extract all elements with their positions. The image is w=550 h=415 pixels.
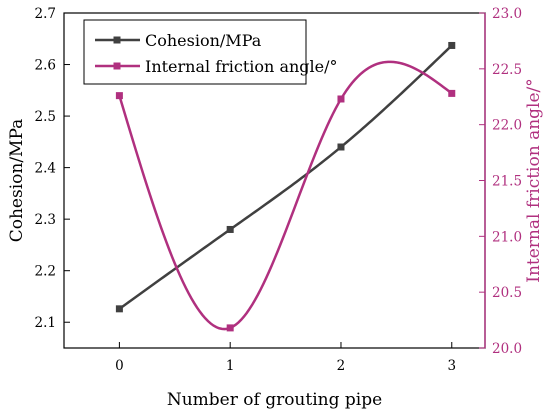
left-y-tick-label: 2.6 — [35, 58, 56, 74]
series-line-1 — [118, 60, 453, 331]
left-y-axis: 2.1 2.2 2.3 2.4 2.5 2.6 2.7 — [35, 6, 70, 331]
series-line-0 — [118, 44, 453, 310]
x-axis: 0 1 2 3 — [115, 342, 456, 374]
left-y-tick-label: 2.7 — [35, 6, 56, 22]
data-point — [337, 143, 345, 151]
right-y-tick-label: 22.0 — [492, 118, 522, 134]
right-y-tick-label: 23.0 — [492, 6, 522, 22]
x-tick-label: 0 — [115, 358, 124, 374]
series-layer — [115, 41, 456, 332]
x-tick-label: 2 — [337, 358, 346, 374]
right-y-tick-label: 22.5 — [492, 62, 522, 78]
data-point — [337, 95, 345, 103]
x-axis-title: Number of grouting pipe — [167, 390, 382, 410]
right-y-tick-label: 21.0 — [492, 229, 522, 245]
data-point — [115, 305, 123, 313]
legend-marker-friction-angle — [113, 62, 121, 70]
right-y-axis: 20.0 20.5 21.0 21.5 22.0 22.5 23.0 — [479, 6, 522, 357]
data-point — [448, 89, 456, 97]
right-y-tick-label: 21.5 — [492, 174, 522, 190]
left-y-tick-label: 2.3 — [35, 212, 56, 228]
right-y-tick-label: 20.5 — [492, 285, 522, 301]
data-point — [226, 225, 234, 233]
legend-label-cohesion: Cohesion/MPa — [145, 31, 262, 50]
left-y-tick-label: 2.1 — [35, 315, 56, 331]
left-y-tick-label: 2.4 — [35, 161, 56, 177]
data-point — [226, 324, 234, 332]
x-tick-label: 1 — [226, 358, 235, 374]
left-y-tick-label: 2.5 — [35, 109, 56, 125]
right-axis-title: Internal friction angle/° — [524, 78, 544, 283]
right-y-tick-label: 20.0 — [492, 341, 522, 357]
left-axis-title: Cohesion/MPa — [7, 119, 27, 243]
legend-box — [83, 19, 307, 85]
legend-marker-cohesion — [113, 36, 121, 44]
x-tick-label: 3 — [447, 358, 456, 374]
data-point — [448, 41, 456, 49]
legend-label-friction-angle: Internal friction angle/° — [145, 57, 338, 76]
data-point — [115, 92, 123, 100]
legend: Cohesion/MPa Internal friction angle/° — [83, 19, 338, 85]
left-y-tick-label: 2.2 — [35, 264, 56, 280]
